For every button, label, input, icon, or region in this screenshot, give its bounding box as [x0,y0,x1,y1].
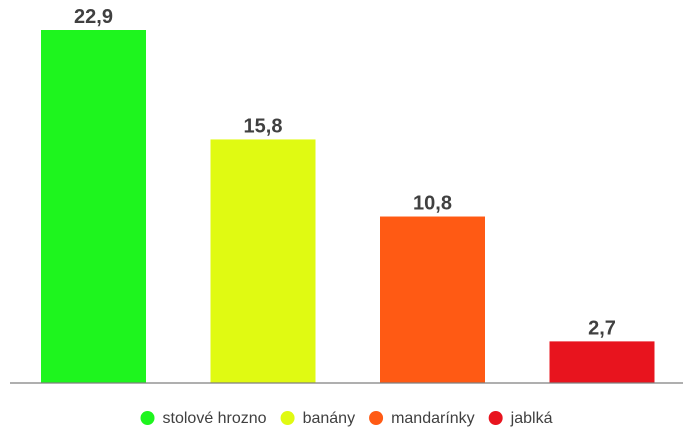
value-labels-layer: 22,9 15,8 10,8 2,7 [74,6,616,339]
legend-label-1: banány [303,410,356,427]
legend-item-2: mandarínky [369,410,475,427]
bar-1 [210,139,316,383]
bar-3 [549,341,655,383]
value-label-2: 10,8 [413,193,452,215]
legend-label-0: stolové hrozno [163,410,267,427]
bars-layer [41,30,655,383]
legend-marker-2 [369,411,384,425]
legend-item-3: jablká [488,410,553,427]
legend: stolové hrozno banány mandarínky jablká [140,410,553,427]
legend-label-3: jablká [510,410,553,427]
legend-label-2: mandarínky [391,410,475,427]
value-label-0: 22,9 [74,6,113,28]
legend-item-1: banány [280,410,356,427]
legend-marker-3 [488,411,503,425]
value-label-1: 15,8 [244,115,283,137]
legend-marker-1 [280,411,295,425]
bar-2 [380,216,485,383]
bar-0 [41,30,146,383]
legend-marker-0 [140,411,155,425]
legend-item-0: stolové hrozno [140,410,267,427]
value-label-3: 2,7 [588,317,616,339]
